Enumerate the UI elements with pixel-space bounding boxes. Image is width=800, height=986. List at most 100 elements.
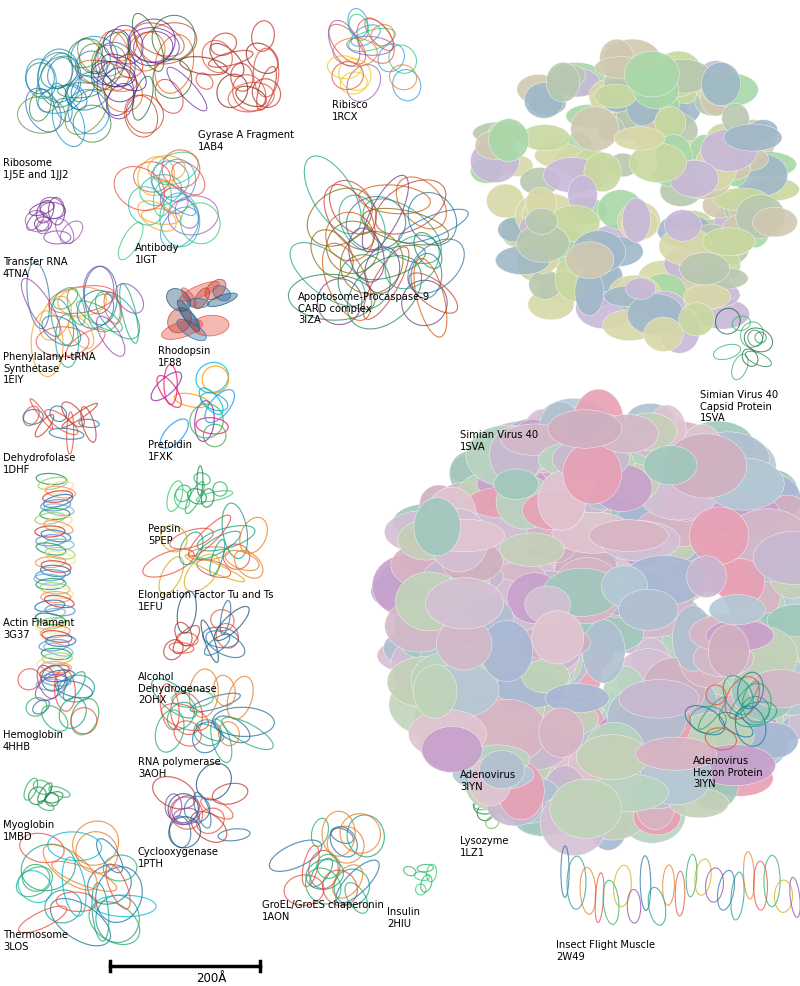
Ellipse shape: [507, 573, 562, 624]
Ellipse shape: [516, 245, 554, 282]
Ellipse shape: [565, 783, 627, 834]
Ellipse shape: [494, 722, 570, 771]
Ellipse shape: [619, 680, 699, 719]
Ellipse shape: [663, 619, 742, 678]
Ellipse shape: [626, 445, 705, 476]
Ellipse shape: [546, 63, 580, 103]
Ellipse shape: [693, 640, 754, 677]
Ellipse shape: [708, 625, 750, 677]
Ellipse shape: [626, 404, 674, 435]
Ellipse shape: [371, 570, 449, 613]
Ellipse shape: [584, 153, 622, 192]
Ellipse shape: [518, 571, 581, 623]
Ellipse shape: [665, 475, 718, 521]
Ellipse shape: [592, 226, 637, 250]
Ellipse shape: [588, 774, 669, 811]
Ellipse shape: [438, 482, 497, 518]
Ellipse shape: [562, 647, 602, 704]
Ellipse shape: [694, 283, 740, 309]
Ellipse shape: [702, 193, 735, 219]
Ellipse shape: [768, 588, 800, 636]
Ellipse shape: [614, 693, 683, 738]
Ellipse shape: [650, 88, 701, 128]
Ellipse shape: [658, 711, 734, 749]
Ellipse shape: [688, 457, 735, 504]
Ellipse shape: [683, 689, 738, 731]
Ellipse shape: [479, 750, 525, 789]
Ellipse shape: [644, 317, 683, 352]
Ellipse shape: [511, 485, 564, 523]
Ellipse shape: [532, 611, 584, 665]
Ellipse shape: [629, 734, 689, 796]
Ellipse shape: [673, 722, 734, 751]
Ellipse shape: [486, 637, 550, 698]
Ellipse shape: [644, 446, 697, 485]
Ellipse shape: [544, 451, 598, 486]
Ellipse shape: [166, 289, 190, 312]
Ellipse shape: [540, 791, 607, 856]
Ellipse shape: [701, 714, 746, 776]
Ellipse shape: [724, 736, 782, 767]
Ellipse shape: [393, 504, 465, 540]
Ellipse shape: [465, 695, 513, 738]
Ellipse shape: [454, 533, 518, 567]
Ellipse shape: [736, 195, 785, 240]
Ellipse shape: [575, 272, 619, 308]
Ellipse shape: [667, 753, 745, 792]
Ellipse shape: [576, 288, 633, 329]
Ellipse shape: [589, 521, 668, 552]
Ellipse shape: [467, 487, 543, 519]
Ellipse shape: [740, 665, 800, 710]
Ellipse shape: [762, 523, 800, 577]
Ellipse shape: [592, 717, 660, 780]
Ellipse shape: [661, 480, 718, 536]
Ellipse shape: [378, 559, 442, 610]
Ellipse shape: [767, 538, 800, 599]
Ellipse shape: [513, 425, 567, 473]
Ellipse shape: [570, 107, 619, 152]
Ellipse shape: [726, 509, 800, 568]
Ellipse shape: [541, 631, 582, 685]
Ellipse shape: [505, 643, 554, 681]
Ellipse shape: [471, 641, 542, 678]
Ellipse shape: [602, 311, 657, 341]
Ellipse shape: [627, 295, 684, 336]
Ellipse shape: [622, 209, 658, 241]
Ellipse shape: [727, 120, 776, 164]
Ellipse shape: [692, 159, 751, 182]
Ellipse shape: [723, 653, 776, 705]
Ellipse shape: [614, 503, 658, 561]
Ellipse shape: [494, 645, 575, 693]
Ellipse shape: [430, 509, 488, 573]
Text: Myoglobin
1MBD: Myoglobin 1MBD: [3, 819, 54, 841]
Ellipse shape: [670, 625, 737, 666]
Ellipse shape: [655, 60, 712, 94]
Ellipse shape: [554, 763, 598, 798]
Ellipse shape: [674, 617, 734, 656]
Ellipse shape: [523, 513, 586, 554]
Ellipse shape: [572, 149, 610, 190]
Ellipse shape: [738, 612, 800, 668]
Ellipse shape: [576, 735, 648, 780]
Ellipse shape: [606, 536, 675, 574]
Ellipse shape: [767, 605, 800, 637]
Ellipse shape: [557, 626, 615, 672]
Ellipse shape: [602, 566, 647, 607]
Ellipse shape: [466, 426, 546, 487]
Ellipse shape: [410, 587, 452, 616]
Ellipse shape: [659, 309, 700, 354]
Ellipse shape: [414, 695, 458, 745]
Ellipse shape: [676, 271, 730, 312]
Ellipse shape: [670, 706, 719, 770]
Ellipse shape: [686, 489, 769, 524]
Ellipse shape: [640, 458, 698, 523]
Ellipse shape: [642, 727, 724, 757]
Ellipse shape: [385, 599, 454, 653]
Ellipse shape: [528, 290, 574, 320]
Ellipse shape: [627, 592, 701, 642]
Ellipse shape: [625, 52, 679, 98]
Ellipse shape: [458, 671, 500, 729]
Ellipse shape: [607, 685, 687, 749]
Ellipse shape: [414, 612, 488, 643]
Ellipse shape: [694, 88, 730, 116]
